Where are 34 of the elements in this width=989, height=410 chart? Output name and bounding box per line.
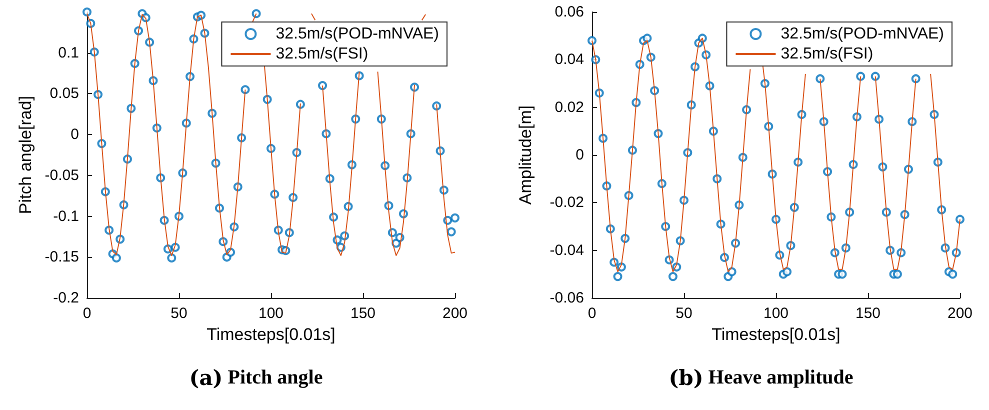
x-axis-title: Timesteps[0.01s]	[206, 324, 336, 344]
y-tick-label: 0.04	[554, 51, 584, 68]
x-tick-label: 200	[947, 305, 973, 322]
x-tick-label: 100	[763, 305, 789, 322]
text: (a) Pitch angle	[189, 365, 323, 390]
text: (b) Heave amplitude	[668, 365, 854, 390]
x-tick-label: 50	[676, 305, 692, 322]
x-tick-label: 0	[82, 305, 92, 322]
y-tick-label: 0	[70, 126, 79, 144]
y-tick-label: 0.06	[554, 4, 584, 20]
y-tick-label: 0.02	[554, 98, 584, 116]
y-tick-label: 0	[576, 146, 584, 164]
x-tick-label: 0	[588, 305, 596, 322]
y-tick-label: -0.1	[53, 208, 79, 225]
x-tick-label: 150	[350, 305, 376, 322]
y-tick-label: -0.06	[550, 290, 584, 306]
x-tick-label: 200	[442, 305, 468, 322]
x-tick-label: 100	[258, 305, 284, 322]
legend-label: 32.5m/s(FSI)	[276, 46, 368, 62]
y-axis-title: Amplitude[m]	[516, 105, 535, 205]
y-tick-label: -0.2	[53, 290, 79, 306]
y-tick-label: -0.02	[550, 194, 584, 212]
y-tick-label: -0.15	[44, 248, 79, 266]
legend-label: 32.5m/s(FSI)	[780, 46, 874, 62]
legend-label: 32.5m/s(POD-mNVAE)	[276, 26, 439, 42]
y-tick-label: -0.05	[44, 166, 79, 184]
y-tick-label: -0.04	[550, 242, 584, 259]
y-tick-label: 0.1	[58, 44, 79, 62]
y-axis-title: Pitch angle[rad]	[16, 96, 35, 214]
x-tick-label: 50	[170, 305, 188, 322]
x-tick-label: 150	[855, 305, 881, 322]
y-tick-label: 0.05	[50, 85, 79, 102]
legend-label: 32.5m/s(POD-mNVAE)	[780, 26, 944, 42]
x-axis-title: Timesteps[0.01s]	[712, 324, 840, 344]
